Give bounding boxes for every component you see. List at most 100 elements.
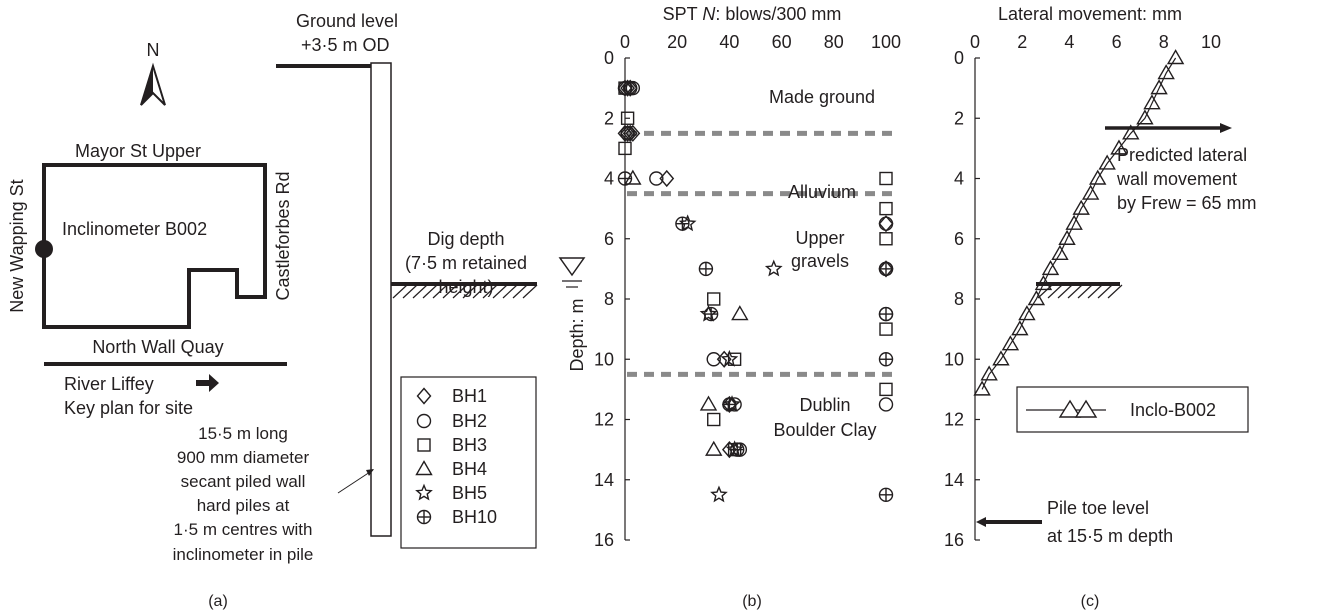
panel-b-xtick-label: 80 <box>824 32 844 52</box>
panel-c-ytick-label: 14 <box>944 470 964 490</box>
panel-b-xtick-label: 20 <box>667 32 687 52</box>
panel-b-ytick-label: 0 <box>604 48 614 68</box>
point-bh1 <box>878 260 894 278</box>
key-plan-label: Key plan for site <box>64 398 193 418</box>
point-bh5 <box>699 304 718 322</box>
panel-b-ytick-label: 12 <box>594 410 614 430</box>
hatch-a-5 <box>442 284 458 299</box>
point-bh4 <box>705 440 723 456</box>
layer-boulder-clay-1: Dublin <box>799 395 850 415</box>
predicted-label-2: wall movement <box>1116 169 1237 189</box>
panel-c-xtick-label: 6 <box>1112 32 1122 52</box>
panel-b-data <box>617 79 894 503</box>
point-bh2 <box>706 352 721 367</box>
point-inclo-b002 <box>1058 229 1076 245</box>
point-bh3 <box>727 352 742 366</box>
panel-b: SPT N: blows/300 mm Depth: m 0 20 40 60 80 10… <box>558 4 901 610</box>
point-bh3 <box>879 322 893 336</box>
layer-boundaries <box>627 130 894 377</box>
panel-b-ytick-label: 4 <box>604 169 614 189</box>
point-bh3 <box>707 292 721 306</box>
point-inclo-b002 <box>1150 79 1168 95</box>
wall-description: 15·5 m long 900 mm diameter secant piled… <box>173 424 314 564</box>
layer-upper-gravels-1: Upper <box>795 228 844 248</box>
point-bh5 <box>723 395 741 412</box>
street-right-label: Castleforbes Rd <box>273 171 293 300</box>
point-inclo-b002 <box>1157 64 1175 80</box>
series-bh10 <box>617 171 894 503</box>
point-bh3 <box>879 382 893 397</box>
panel-c-xtick-label: 10 <box>1201 32 1221 52</box>
wall-line-4: hard piles at <box>197 496 290 515</box>
panel-b-ytick-label: 8 <box>604 289 614 309</box>
panel-b-xtick-label: 100 <box>871 32 901 52</box>
inclinometer-label: Inclinometer B002 <box>62 219 207 239</box>
legend-bh5: BH5 <box>452 483 487 503</box>
dig-depth-label: Dig depth <box>427 229 504 249</box>
panel-c-ticks: 0 2 4 6 8 10 0 2 4 6 8 10 12 14 16 <box>944 32 1221 550</box>
wall-line-1: 15·5 m long <box>198 424 288 443</box>
point-inclo-b002 <box>1027 290 1046 306</box>
predicted-arrow-icon <box>1220 123 1232 133</box>
point-inclo-b002 <box>1081 184 1100 200</box>
legend-markers <box>415 387 433 525</box>
pile-toe-label-2: at 15·5 m depth <box>1047 526 1173 546</box>
xlabel-suffix: : blows/300 mm <box>715 4 841 24</box>
point-bh10 <box>878 306 894 322</box>
ground-level-od: +3·5 m OD <box>301 35 390 55</box>
point-bh4 <box>731 305 749 321</box>
series-bh4 <box>624 169 749 456</box>
hatch-a-12 <box>512 284 528 299</box>
panel-c-xtick-label: 0 <box>970 32 980 52</box>
inclinometer-marker-icon <box>35 240 53 258</box>
hatch-a-0 <box>392 284 408 299</box>
point-bh10 <box>878 487 894 503</box>
panel-c-ytick-label: 4 <box>954 169 964 189</box>
xlabel-prefix: SPT <box>663 4 703 24</box>
point-bh10 <box>675 216 690 231</box>
hatch-a-11 <box>502 284 518 299</box>
north-label: N <box>147 40 160 60</box>
series-bh2 <box>617 80 894 457</box>
point-inclo-b002 <box>980 365 998 381</box>
hatch-c-5 <box>1087 284 1103 299</box>
legend-marker-circleplus-icon <box>416 509 432 525</box>
point-bh4 <box>699 395 718 411</box>
street-top-label: Mayor St Upper <box>75 141 201 161</box>
hatch-c-4 <box>1077 284 1093 299</box>
point-inclo-b002 <box>1011 320 1029 336</box>
point-bh10 <box>722 397 737 412</box>
point-bh10 <box>878 352 894 367</box>
point-bh3 <box>618 81 632 95</box>
wall-line-2: 900 mm diameter <box>177 448 310 467</box>
hatch-a-9 <box>482 284 498 299</box>
hatch-a-13 <box>522 284 538 299</box>
piled-wall <box>370 62 392 537</box>
point-inclo-b002 <box>1110 139 1128 155</box>
layer-upper-gravels-2: gravels <box>791 251 849 271</box>
wall-line-5: 1·5 m centres with <box>174 520 313 539</box>
point-bh3 <box>707 412 721 427</box>
panel-c-ytick-label: 10 <box>944 349 964 369</box>
panel-b-ytick-label: 2 <box>604 108 614 128</box>
point-inclo-b002 <box>1065 214 1083 230</box>
dig-depth-label-2: (7·5 m retained <box>405 253 527 273</box>
point-bh3 <box>879 201 893 216</box>
point-inclo-b002 <box>1166 49 1185 65</box>
legend-bh4: BH4 <box>452 459 487 479</box>
point-inclo-b002 <box>1001 335 1020 351</box>
street-left-label: New Wapping St <box>7 179 27 312</box>
panel-c-data <box>973 49 1185 396</box>
point-inclo-b002 <box>1041 259 1060 276</box>
dig-hatching-c <box>1037 284 1123 299</box>
point-bh1 <box>617 79 633 97</box>
point-inclo-b002 <box>1018 305 1036 321</box>
point-inclo-b002 <box>992 350 1010 366</box>
hatch-a-7 <box>462 284 478 299</box>
point-inclo-b002 <box>1136 109 1154 125</box>
hatch-a-4 <box>432 284 448 299</box>
panel-b-xtick-label: 60 <box>772 32 792 52</box>
point-bh2 <box>649 171 664 186</box>
hatch-c-3 <box>1067 284 1083 299</box>
